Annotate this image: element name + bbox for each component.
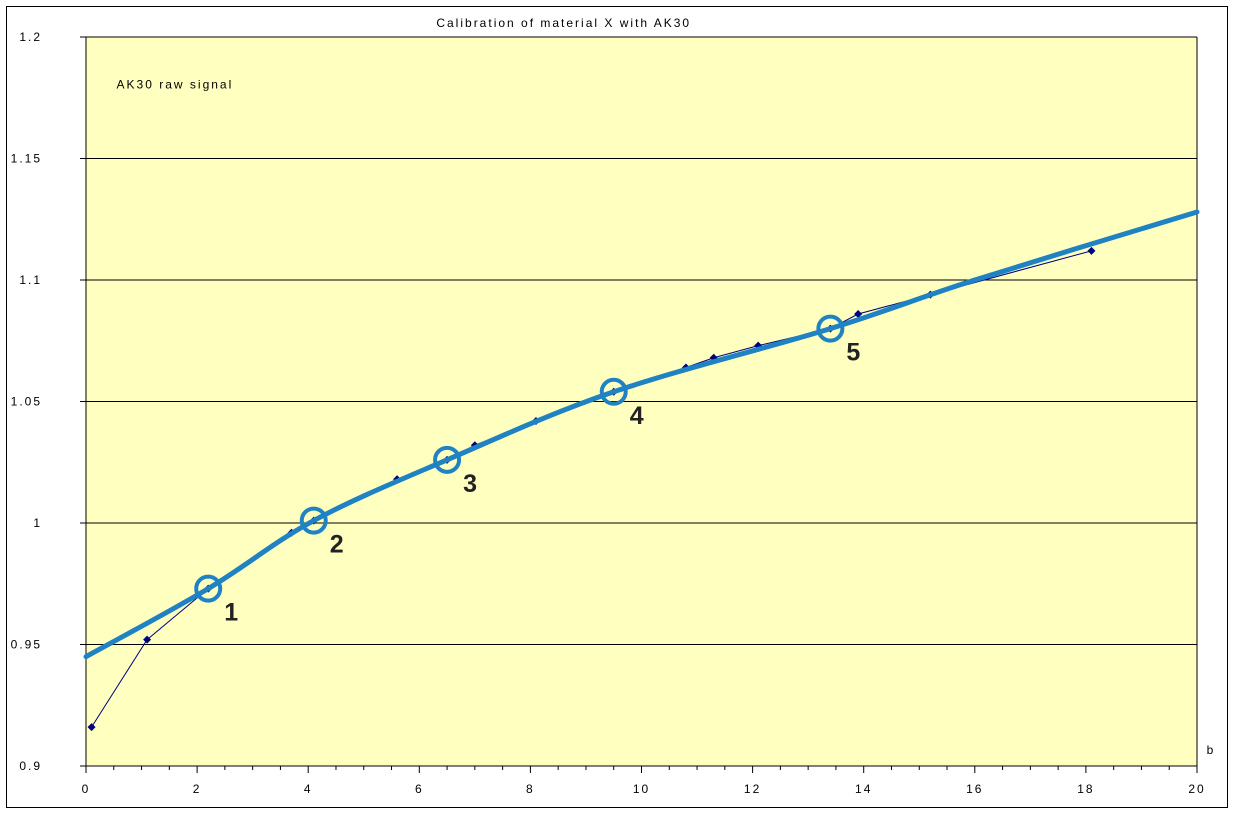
raw-signal-point xyxy=(1087,246,1096,255)
x-axis-label: b xyxy=(1207,743,1216,757)
calibration-points: 1 2 3 4 5 xyxy=(194,314,860,627)
raw-signal-point xyxy=(854,310,863,319)
chart-annotation: AK30 raw signal xyxy=(117,78,234,92)
series-fit xyxy=(83,209,1200,660)
x-tick-label-9: 18 xyxy=(1077,782,1094,796)
calibration-label-5: 5 xyxy=(846,339,860,367)
y-tick-label-0: 0.9 xyxy=(19,759,42,773)
y-tick-label-5: 1.15 xyxy=(11,152,42,166)
x-tick-label-3: 6 xyxy=(415,782,424,796)
y-tick-label-4: 1.1 xyxy=(19,273,42,287)
calibration-label-1: 1 xyxy=(224,599,238,627)
grid-lines xyxy=(86,36,1197,767)
x-tick-label-2: 4 xyxy=(304,782,313,796)
calibration-circle-2 xyxy=(299,506,328,535)
raw-signal-point xyxy=(87,723,96,732)
chart-title: Calibration of material X with AK30 xyxy=(436,16,691,30)
tick-marks xyxy=(80,36,1198,773)
x-tick-label-1: 2 xyxy=(193,782,202,796)
x-tick-label-7: 14 xyxy=(855,782,872,796)
x-tick-label-5: 10 xyxy=(633,782,650,796)
x-tick-label-4: 8 xyxy=(526,782,535,796)
calibration-curve xyxy=(83,209,1200,660)
x-tick-label-0: 0 xyxy=(82,782,91,796)
x-tick-label-8: 16 xyxy=(966,782,983,796)
y-tick-label-3: 1.05 xyxy=(11,395,42,409)
calibration-circle-4 xyxy=(599,377,628,406)
calibration-circle-5 xyxy=(816,314,845,343)
x-tick-label-10: 20 xyxy=(1188,782,1205,796)
calibration-circle-1 xyxy=(194,574,223,603)
y-tick-label-6: 1.2 xyxy=(19,30,42,44)
calibration-label-4: 4 xyxy=(630,402,644,430)
calibration-label-2: 2 xyxy=(330,531,344,559)
raw-signal-point xyxy=(143,635,152,644)
x-tick-label-6: 12 xyxy=(744,782,761,796)
calibration-circle-3 xyxy=(433,445,462,474)
calibration-label-3: 3 xyxy=(463,470,477,498)
y-tick-label-1: 0.95 xyxy=(11,638,42,652)
y-tick-label-2: 1 xyxy=(33,516,42,530)
